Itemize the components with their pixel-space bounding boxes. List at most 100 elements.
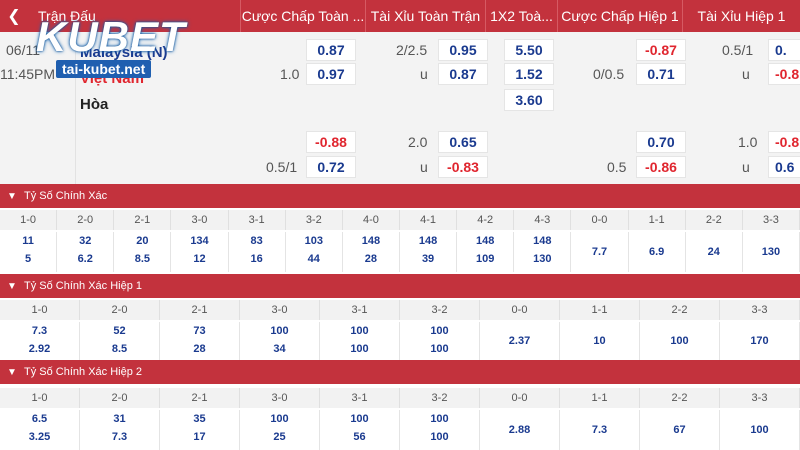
score-odds-bottom[interactable]: 28	[193, 343, 206, 355]
alt-h1-ou-over-odds[interactable]: -0.8	[768, 131, 800, 153]
score-odds-cell[interactable]: 100 100	[400, 322, 480, 360]
alt-ft-ou-under-odds[interactable]: -0.83	[438, 156, 488, 178]
col-h1-ou[interactable]: Tài Xỉu Hiệp 1	[682, 0, 800, 32]
score-odds-cell[interactable]: 24	[686, 232, 743, 272]
chevron-down-icon[interactable]: ▼	[7, 281, 17, 292]
score-odds-cell[interactable]: 7.3 2.92	[0, 322, 80, 360]
score-odds-cell[interactable]: 83 16	[229, 232, 286, 272]
score-odds-bottom[interactable]: 6.2	[77, 253, 93, 265]
score-odds-cell[interactable]: 2.37	[480, 322, 560, 360]
alt-h1-handicap-odds-home[interactable]: 0.70	[636, 131, 686, 153]
score-odds-top[interactable]: 11	[22, 235, 34, 247]
score-odds-bottom[interactable]: 28	[364, 253, 378, 265]
score-odds-bottom[interactable]: 8.5	[111, 343, 128, 355]
score-odds-cell[interactable]: 148 39	[400, 232, 458, 272]
score-odds-top[interactable]: 35	[193, 413, 206, 425]
section-correct-score-h2[interactable]: ▼ Tỷ Số Chính Xác Hiệp 2	[0, 360, 800, 384]
score-odds-top[interactable]: 100	[350, 325, 369, 337]
score-odds-bottom[interactable]: 16	[250, 253, 263, 265]
score-odds-top[interactable]: 134	[190, 235, 209, 247]
score-odds-top[interactable]: 100	[350, 413, 369, 425]
score-odds-cell[interactable]: 170	[720, 322, 800, 360]
score-odds-top[interactable]: 148	[418, 235, 438, 247]
score-odds-cell[interactable]: 100 100	[400, 410, 480, 450]
score-odds-bottom[interactable]: 44	[307, 253, 320, 265]
col-ft-handicap[interactable]: Cược Chấp Toàn ...	[240, 0, 365, 32]
score-odds-bottom[interactable]: 2.92	[28, 343, 51, 355]
x12-home-odds[interactable]: 5.50	[504, 39, 554, 61]
alt-ft-ou-over-odds[interactable]: 0.65	[438, 131, 488, 153]
score-odds-cell[interactable]: 134 12	[171, 232, 229, 272]
ft-ou-over-odds[interactable]: 0.95	[438, 39, 488, 61]
score-odds-cell[interactable]: 35 17	[160, 410, 240, 450]
score-odds-top[interactable]: 32	[79, 235, 92, 247]
alt-h1-handicap-odds-away[interactable]: -0.86	[636, 156, 686, 178]
score-odds[interactable]: 100	[750, 424, 769, 436]
score-odds[interactable]: 100	[670, 335, 689, 347]
score-odds-cell[interactable]: 52 8.5	[80, 322, 160, 360]
score-odds-bottom[interactable]: 39	[421, 253, 435, 265]
col-h1-handicap[interactable]: Cược Chấp Hiệp 1	[557, 0, 682, 32]
alt-h1-ou-under-odds[interactable]: 0.6	[768, 156, 800, 178]
score-odds-top[interactable]: 31	[113, 413, 126, 425]
ft-handicap-odds-away[interactable]: 0.97	[306, 63, 356, 85]
score-odds-bottom[interactable]: 25	[273, 431, 286, 443]
score-odds-cell[interactable]: 20 8.5	[114, 232, 172, 272]
score-odds[interactable]: 2.88	[508, 424, 531, 436]
score-odds-cell[interactable]: 100 34	[240, 322, 320, 360]
score-odds[interactable]: 6.9	[648, 246, 665, 258]
score-odds-top[interactable]: 100	[430, 325, 449, 337]
score-odds-top[interactable]: 83	[250, 235, 263, 247]
score-odds-cell[interactable]: 148 28	[343, 232, 400, 272]
section-correct-score-h1[interactable]: ▼ Tỷ Số Chính Xác Hiệp 1	[0, 274, 800, 298]
score-odds-cell[interactable]: 100	[640, 322, 720, 360]
score-odds-cell[interactable]: 7.3	[560, 410, 640, 450]
alt-ft-handicap-odds-away[interactable]: 0.72	[306, 156, 356, 178]
score-odds-bottom[interactable]: 109	[476, 253, 495, 265]
score-odds-top[interactable]: 6.5	[31, 413, 48, 425]
chevron-down-icon[interactable]: ▼	[7, 191, 17, 202]
score-odds-cell[interactable]: 67	[640, 410, 720, 450]
score-odds-cell[interactable]: 130	[743, 232, 800, 272]
chevron-left-icon[interactable]: ❮	[7, 8, 21, 25]
score-odds-top[interactable]: 103	[304, 235, 323, 247]
home-team[interactable]: Malaysia (N)	[80, 44, 168, 61]
ft-ou-under-odds[interactable]: 0.87	[438, 63, 488, 85]
score-odds-cell[interactable]: 148 130	[514, 232, 572, 272]
score-odds[interactable]: 7.7	[591, 246, 608, 258]
col-1x2[interactable]: 1X2 Toà...	[485, 0, 557, 32]
score-odds-bottom[interactable]: 100	[350, 343, 369, 355]
score-odds-bottom[interactable]: 5	[25, 253, 32, 265]
score-odds-bottom[interactable]: 56	[353, 431, 366, 443]
score-odds-top[interactable]: 20	[136, 235, 149, 247]
score-odds-cell[interactable]: 10	[560, 322, 640, 360]
x12-away-odds[interactable]: 1.52	[504, 63, 554, 85]
score-odds-top[interactable]: 148	[533, 235, 552, 247]
score-odds-bottom[interactable]: 130	[533, 253, 552, 265]
score-odds-cell[interactable]: 7.7	[571, 232, 629, 272]
score-odds-bottom[interactable]: 34	[273, 343, 286, 355]
score-odds-bottom[interactable]: 100	[430, 343, 449, 355]
score-odds[interactable]: 7.3	[591, 424, 608, 436]
x12-draw-odds[interactable]: 3.60	[504, 89, 554, 111]
h1-handicap-odds-home[interactable]: -0.87	[636, 39, 686, 61]
score-odds-cell[interactable]: 100 56	[320, 410, 400, 450]
score-odds[interactable]: 170	[750, 335, 769, 347]
score-odds-bottom[interactable]: 8.5	[134, 253, 150, 265]
score-odds-cell[interactable]: 6.5 3.25	[0, 410, 80, 450]
score-odds-bottom[interactable]: 100	[430, 431, 449, 443]
score-odds[interactable]: 24	[707, 246, 720, 258]
score-odds-top[interactable]: 148	[361, 235, 381, 247]
score-odds-cell[interactable]: 2.88	[480, 410, 560, 450]
h1-handicap-odds-away[interactable]: 0.71	[636, 63, 686, 85]
score-odds-cell[interactable]: 11 5	[0, 232, 58, 272]
score-odds-cell[interactable]: 148 109	[457, 232, 515, 272]
score-odds-cell[interactable]: 6.9	[629, 232, 686, 272]
score-odds-top[interactable]: 100	[270, 325, 289, 337]
score-odds-top[interactable]: 52	[113, 325, 126, 337]
score-odds-cell[interactable]: 103 44	[286, 232, 343, 272]
score-odds-bottom[interactable]: 17	[193, 431, 206, 443]
section-correct-score[interactable]: ▼ Tỷ Số Chính Xác	[0, 184, 800, 208]
chevron-down-icon[interactable]: ▼	[7, 367, 17, 378]
score-odds-cell[interactable]: 31 7.3	[80, 410, 160, 450]
